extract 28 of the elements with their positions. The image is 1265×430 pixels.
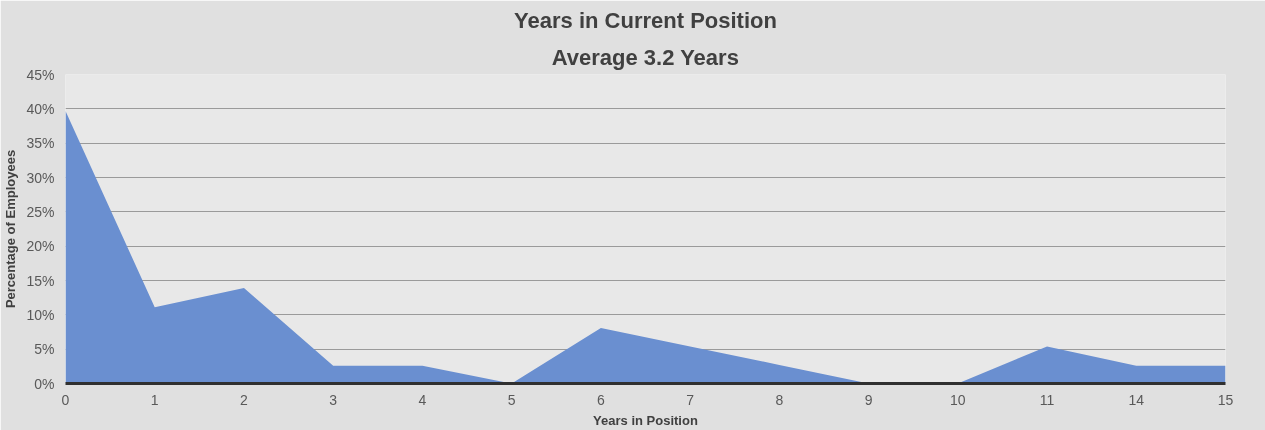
y-axis-title: Percentage of Employees: [3, 149, 19, 309]
x-tick-label: 4: [418, 391, 427, 408]
x-tick-label: 9: [864, 391, 873, 408]
y-tick-label: 45%: [26, 66, 55, 83]
x-tick-label: 14: [1128, 391, 1145, 408]
y-tick-label: 40%: [26, 100, 55, 117]
y-tick-label: 10%: [26, 306, 55, 323]
y-tick-label: 30%: [26, 169, 55, 186]
y-tick-label: 20%: [26, 238, 55, 255]
x-axis-title: Years in Position: [593, 412, 698, 428]
x-tick-label: 8: [775, 391, 784, 408]
x-tick-label: 1: [150, 391, 159, 408]
x-tick-label: 2: [240, 391, 249, 408]
x-tick-label: 15: [1217, 391, 1234, 408]
x-tick-label: 10: [950, 391, 966, 408]
y-tick-label: 5%: [34, 341, 55, 358]
x-tick-label: 3: [329, 391, 338, 408]
x-tick-label: 11: [1039, 391, 1055, 408]
x-tick-label: 0: [61, 391, 70, 408]
x-tick-label: 5: [507, 391, 516, 408]
chart-title: Years in Current Position: [514, 7, 777, 33]
y-tick-label: 15%: [26, 272, 55, 289]
y-tick-label: 0%: [34, 375, 55, 392]
x-tick-label: 7: [686, 391, 695, 408]
chart-subtitle: Average 3.2 Years: [551, 44, 739, 70]
y-tick-label: 35%: [26, 135, 55, 152]
x-tick-label: 6: [596, 391, 605, 408]
y-tick-label: 25%: [26, 203, 55, 220]
